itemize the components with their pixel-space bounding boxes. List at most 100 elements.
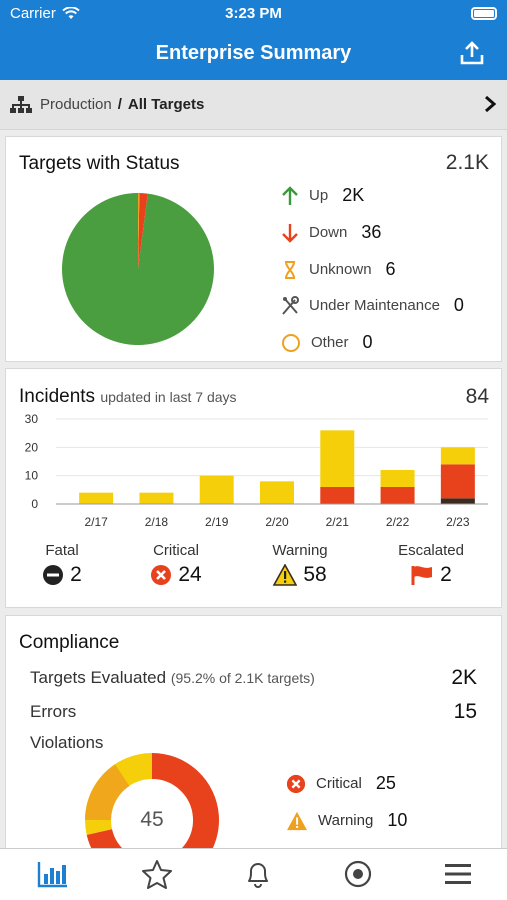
errors-row[interactable]: Errors 15 (30, 700, 477, 723)
arrow-down-icon (282, 223, 298, 243)
tab-bar (0, 848, 507, 900)
bar-warning-2-17 (79, 492, 114, 504)
incidents-bar-chart[interactable]: 0 10 20 30 2/17 2/18 2/19 2/20 2/21 2/22 2/23 (6, 409, 501, 534)
targets-card-title: Targets with Status (19, 153, 180, 174)
bar-critical-2-23 (440, 464, 475, 499)
wrench-icon (282, 295, 299, 315)
incidents-card[interactable]: Incidents updated in last 7 days 84 0 10 2… (5, 368, 502, 608)
incidents-title: Incidents (19, 386, 96, 407)
legend-maintenance-label: Under Maintenance (309, 297, 440, 314)
breadcrumb[interactable]: Production / All Targets (0, 80, 507, 130)
bar-critical-2-22 (380, 487, 415, 504)
bar-chart-icon (37, 862, 67, 888)
bar-warning-2-21 (320, 430, 355, 487)
bar-warning-2-19 (199, 475, 234, 504)
status-bar: Carrier 3:23 PM (0, 0, 507, 28)
targets-pie-chart[interactable] (60, 191, 216, 347)
legend-unknown-label: Unknown (309, 261, 372, 278)
legend-up: Up 2K (281, 185, 364, 206)
upload-icon[interactable] (459, 40, 485, 66)
legend-other-value: 0 (362, 332, 373, 352)
tab-summary[interactable] (36, 857, 70, 891)
violations-warning-label: Warning (318, 812, 374, 829)
carrier-label: Carrier (10, 5, 56, 22)
bar-critical-2-21 (320, 487, 355, 504)
legend-other-label: Other (311, 334, 349, 351)
tab-targets[interactable] (341, 857, 375, 891)
chevron-right-icon[interactable] (483, 94, 497, 114)
legend-down-value: 36 (361, 222, 382, 242)
battery-icon (471, 7, 497, 20)
summary-warning-value: 58 (303, 563, 327, 586)
x-tick-label: 2/17 (84, 515, 108, 529)
bar-warning-2-23 (440, 447, 475, 465)
targets-evaluated-value: 2K (451, 666, 477, 689)
legend-unknown: Unknown 6 (281, 259, 396, 280)
legend-down-label: Down (309, 224, 348, 241)
violations-legend-critical: Critical 25 (286, 773, 396, 794)
bar-warning-2-20 (260, 481, 294, 504)
app-header: Carrier 3:23 PM Enterprise Summary (0, 0, 507, 80)
tab-incidents[interactable] (241, 857, 275, 891)
summary-warning[interactable]: Warning 58 (260, 542, 340, 587)
y-tick-label: 20 (25, 440, 39, 454)
compliance-card[interactable]: Compliance Targets Evaluated (95.2% of 2… (5, 615, 502, 855)
x-tick-label: 2/20 (265, 515, 289, 529)
y-tick-label: 10 (25, 469, 39, 483)
legend-up-value: 2K (342, 185, 365, 205)
errors-label: Errors (30, 702, 77, 721)
targets-evaluated-note: (95.2% of 2.1K targets) (170, 670, 315, 686)
breadcrumb-all-targets: All Targets (127, 96, 205, 113)
x-circle-icon (286, 774, 306, 793)
pie-slice-down (138, 193, 148, 269)
targets-evaluated-row[interactable]: Targets Evaluated (95.2% of 2.1K targets… (30, 666, 477, 689)
breadcrumb-separator: / (117, 96, 122, 113)
donut-accent (85, 764, 130, 821)
legend-unknown-value: 6 (385, 259, 396, 279)
donut-center-value: 45 (140, 808, 164, 831)
x-tick-label: 2/19 (205, 515, 229, 529)
tab-menu[interactable] (441, 857, 475, 891)
x-tick-label: 2/21 (326, 515, 350, 529)
summary-fatal-value: 2 (70, 563, 82, 586)
legend-maintenance-value: 0 (453, 295, 464, 315)
x-tick-label: 2/22 (386, 515, 410, 529)
summary-critical[interactable]: Critical 24 (136, 542, 216, 587)
incidents-card-title: Incidents updated in last 7 days (19, 386, 237, 408)
targets-status-card[interactable]: Targets with Status 2.1K Up 2K Down 36 U… (5, 136, 502, 362)
breadcrumb-production[interactable]: Production (40, 96, 112, 113)
legend-other: Other 0 (281, 332, 373, 353)
incidents-total: 84 (465, 385, 489, 408)
warning-triangle-icon (273, 564, 298, 586)
compliance-card-title: Compliance (19, 632, 120, 653)
minus-circle-icon (43, 565, 64, 585)
incidents-subtitle: updated in last 7 days (100, 389, 237, 405)
x-tick-label: 2/18 (145, 515, 169, 529)
clock: 3:23 PM (225, 5, 282, 22)
violations-legend-warning: Warning 10 (286, 810, 407, 831)
legend-maintenance: Under Maintenance 0 (281, 295, 464, 316)
tab-favorites[interactable] (140, 857, 174, 891)
errors-value: 15 (453, 700, 477, 723)
y-tick-label: 0 (31, 497, 38, 511)
targets-evaluated-label: Targets Evaluated (30, 668, 167, 687)
summary-critical-value: 24 (178, 563, 202, 586)
summary-fatal[interactable]: Fatal 2 (28, 542, 96, 587)
pie-slice-unknown (138, 193, 140, 269)
bell-icon (248, 863, 268, 888)
targets-total: 2.1K (445, 151, 489, 174)
bar-warning-2-22 (380, 470, 415, 487)
summary-escalated-value: 2 (440, 563, 452, 586)
wifi-icon (62, 7, 80, 19)
hierarchy-icon (10, 95, 32, 113)
legend-down: Down 36 (281, 222, 381, 243)
violations-donut-chart[interactable] (84, 752, 220, 855)
x-circle-icon (151, 565, 172, 585)
summary-escalated[interactable]: Escalated 2 (386, 542, 476, 587)
x-tick-label: 2/23 (446, 515, 470, 529)
legend-up-label: Up (309, 187, 329, 204)
summary-warning-label: Warning (272, 542, 328, 559)
arrow-up-icon (282, 185, 298, 205)
violations-row: Violations (30, 733, 477, 753)
violations-label: Violations (30, 733, 104, 752)
